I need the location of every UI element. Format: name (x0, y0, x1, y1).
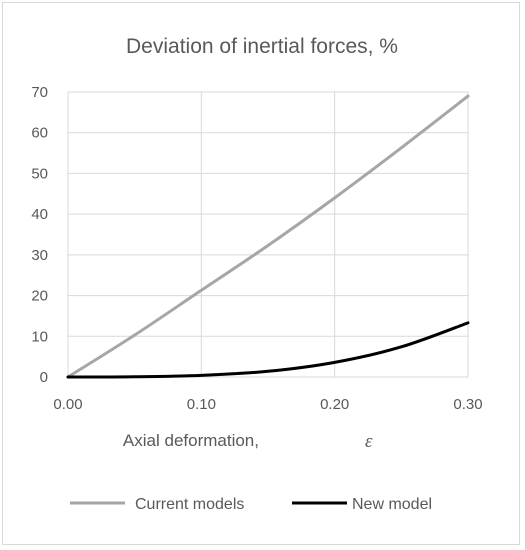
legend-label: New model (352, 496, 432, 513)
series-line (66, 94, 470, 379)
grid-lines (67, 91, 469, 378)
legend-label: Current models (135, 496, 244, 513)
legend: Current models New model (70, 496, 432, 513)
y-tick-label: 10 (31, 328, 48, 345)
chart-title: Deviation of inertial forces, % (126, 35, 398, 58)
x-tick-label: 0.30 (453, 396, 482, 413)
y-tick-label: 50 (31, 165, 48, 182)
x-axis-label: Axial deformation, (123, 431, 259, 450)
y-tick-label: 30 (31, 247, 48, 264)
x-axis-symbol: ε (365, 431, 373, 452)
y-tick-label: 0 (40, 369, 48, 386)
x-tick-label: 0.20 (320, 396, 349, 413)
series-lines (66, 94, 470, 379)
x-tick-label: 0.10 (187, 396, 216, 413)
x-tick-label: 0.00 (53, 396, 82, 413)
x-tick-labels: 0.00 0.10 0.20 0.30 (53, 396, 482, 413)
y-tick-label: 40 (31, 206, 48, 223)
y-tick-labels: 0 10 20 30 40 50 60 70 (31, 84, 48, 386)
y-tick-label: 20 (31, 288, 48, 305)
y-tick-label: 70 (31, 84, 48, 101)
y-tick-label: 60 (31, 125, 48, 142)
series-line (66, 321, 470, 379)
